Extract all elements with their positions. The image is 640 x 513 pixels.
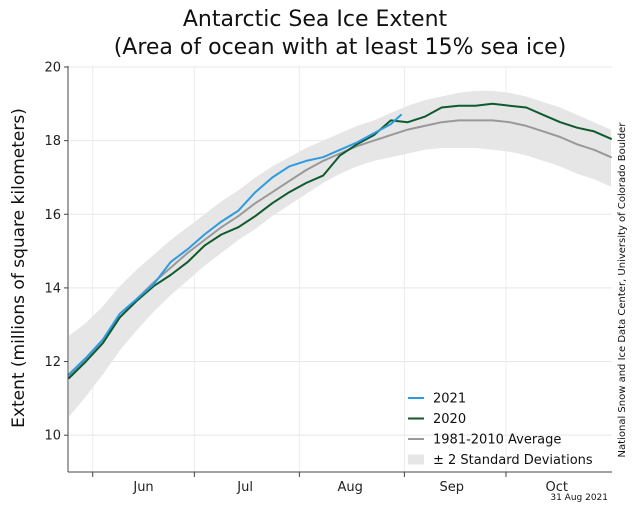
x-tick-label: Oct bbox=[546, 480, 568, 495]
y-axis-label: Extent (millions of square kilometers) bbox=[9, 108, 29, 428]
legend-item-2020-label: 2020 bbox=[433, 412, 466, 427]
legend-item-average-label: 1981-2010 Average bbox=[433, 433, 561, 448]
date-stamp: 31 Aug 2021 bbox=[550, 493, 608, 503]
x-tick-label: Jul bbox=[236, 480, 253, 495]
series-2021-line bbox=[68, 113, 402, 376]
x-tick-label: Jun bbox=[132, 480, 153, 495]
credit-text: National Snow and Ice Data Center, Unive… bbox=[617, 122, 628, 458]
legend: 2021 2020 1981-2010 Average ± 2 Standard De… bbox=[408, 392, 593, 468]
y-tick-label: 20 bbox=[44, 61, 61, 76]
y-tick-label: 14 bbox=[44, 281, 61, 296]
legend-item-2021-label: 2021 bbox=[433, 392, 466, 407]
x-tick-label: Aug bbox=[337, 480, 362, 495]
chart-title: Antarctic Sea Ice Extent bbox=[183, 7, 448, 32]
axes bbox=[64, 66, 612, 477]
legend-item-std-dev-label: ± 2 Standard Deviations bbox=[433, 453, 593, 468]
x-tick-label: Sep bbox=[440, 480, 465, 495]
y-tick-label: 10 bbox=[44, 429, 61, 444]
series-lines bbox=[68, 102, 612, 380]
y-tick-label: 12 bbox=[44, 355, 61, 370]
legend-item-std-dev-swatch bbox=[408, 454, 424, 465]
series-2020-line bbox=[68, 102, 612, 380]
chart-subtitle: (Area of ocean with at least 15% sea ice… bbox=[114, 35, 567, 60]
y-tick-label: 18 bbox=[44, 134, 61, 149]
x-tick-labels: Jun Jul Aug Sep Oct bbox=[132, 480, 568, 495]
y-tick-label: 16 bbox=[44, 208, 61, 223]
y-tick-labels: 10 12 14 16 18 20 bbox=[44, 61, 61, 444]
